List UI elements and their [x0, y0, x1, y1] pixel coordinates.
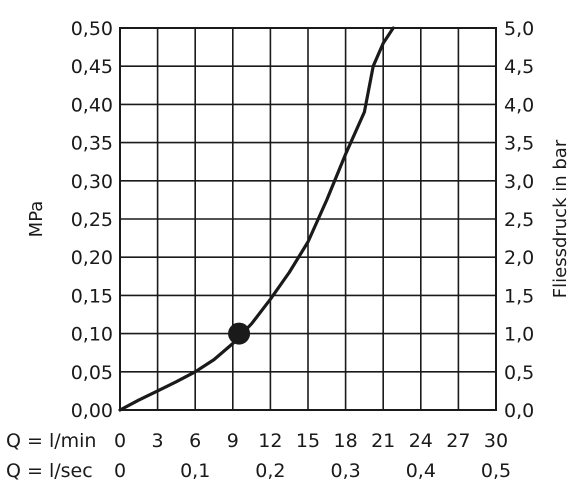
grid-lines [119, 27, 497, 411]
x-tick-label: 6 [189, 430, 201, 452]
y-right-tick-label: 0,5 [504, 362, 534, 384]
y-right-tick-label: 4,5 [504, 56, 534, 78]
x-axis-row-prefix: Q = l/sec [6, 460, 93, 482]
y-right-tick-label: 0,0 [504, 400, 534, 422]
y-left-tick-label: 0,25 [71, 209, 113, 231]
y-left-tick-label: 0,15 [71, 285, 113, 307]
x-axis-row-prefix: Q = l/min [6, 430, 96, 452]
plot-frame [119, 27, 497, 411]
y-axis-right-title: Fliessdruck in bar [550, 139, 571, 298]
y-left-tick-label: 0,50 [71, 18, 113, 40]
y-left-tick-label: 0,30 [71, 171, 113, 193]
x-tick-label: 0,5 [481, 460, 511, 482]
y-right-tick-label: 1,0 [504, 324, 534, 346]
x-tick-label: 0,4 [406, 460, 436, 482]
y-left-tick-label: 0,05 [71, 362, 113, 384]
y-left-tick-label: 0,35 [71, 133, 113, 155]
x-tick-label: 30 [484, 430, 508, 452]
x-tick-label: 3 [152, 430, 164, 452]
curve-layer [118, 26, 395, 412]
x-tick-label: 0,2 [255, 460, 285, 482]
y-left-tick-label: 0,40 [71, 94, 113, 116]
series-line-0 [118, 26, 395, 412]
x-axis-tick-labels: Q = l/min 0 3 6 9 12 15 18 21 24 27 30 Q = l/sec 0 0,1… [6, 430, 511, 482]
left-axis-tick-labels: 0,00 0,05 0,10 0,15 0,20 0,25 0,30 0,35 0,40 0,45… [71, 18, 113, 422]
y-left-tick-label: 0,20 [71, 247, 113, 269]
x-tick-label: 0 [114, 460, 126, 482]
y-right-tick-label: 2,5 [504, 209, 534, 231]
right-axis-tick-labels: 0,0 0,5 1,0 1,5 2,0 2,5 3,0 3,5 4,0 4,5 5,0 [504, 18, 534, 422]
y-left-tick-label: 0,10 [71, 324, 113, 346]
y-left-tick-label: 0,45 [71, 56, 113, 78]
y-right-tick-label: 3,5 [504, 133, 534, 155]
x-tick-label: 9 [227, 430, 239, 452]
x-tick-label: 21 [371, 430, 395, 452]
x-tick-label: 15 [296, 430, 320, 452]
y-right-tick-label: 4,0 [504, 94, 534, 116]
y-right-tick-label: 2,0 [504, 247, 534, 269]
operating-point-marker [228, 322, 251, 345]
x-tick-label: 12 [258, 430, 282, 452]
y-right-tick-label: 3,0 [504, 171, 534, 193]
y-left-tick-label: 0,00 [71, 400, 113, 422]
x-tick-label: 24 [409, 430, 433, 452]
y-axis-left-title: MPa [26, 201, 47, 238]
x-tick-label: 18 [334, 430, 358, 452]
x-tick-label: 0,1 [180, 460, 210, 482]
y-right-tick-label: 1,5 [504, 285, 534, 307]
x-tick-label: 0 [114, 430, 126, 452]
x-tick-label: 0,3 [330, 460, 360, 482]
y-right-tick-label: 5,0 [504, 18, 534, 40]
x-tick-label: 27 [446, 430, 470, 452]
